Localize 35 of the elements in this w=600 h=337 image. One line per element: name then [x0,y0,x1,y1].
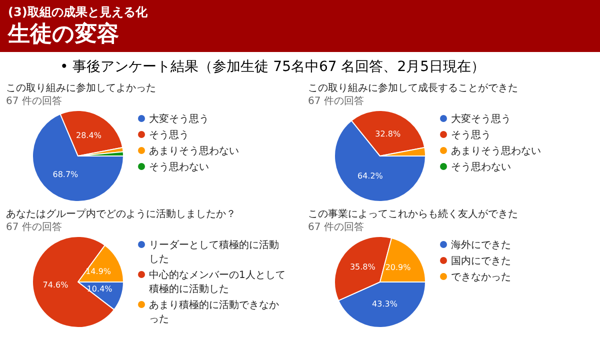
data-label: 43.3% [372,299,398,308]
data-label: 35.8% [350,262,376,272]
legend-label: そう思わない [149,161,209,174]
text: 生徒の変容 [8,21,120,49]
legend-label: あまりそう思わない [149,145,239,158]
chart-title: あなたはグループ内でどのように活動しましたか？ [6,208,237,221]
data-label: 20.9% [385,263,412,272]
legend-label: あまり積極的に活動できなかった [149,298,280,326]
legend-label: 大変そう思う [149,112,209,126]
legend-label: 中心的なメンバーの1人として積極的に活動した [149,268,286,296]
chart-title: この事業によってこれからも続く友人ができた [308,208,519,221]
chart-subtitle: 67 件の回答 [6,221,63,234]
legend-label: そう思う [451,129,491,142]
data-label: 10.4% [86,284,113,294]
chart-subtitle: 67 件の回答 [6,95,63,108]
legend-label: 大変そう思う [451,112,511,126]
data-label: 32.8% [375,130,401,139]
data-label: 64.2% [357,172,384,181]
text: (3)取組の成果と見える化 [8,4,148,21]
data-label: 74.6% [42,280,69,290]
legend-label: 海外にできた [451,239,511,252]
legend-label: そう思う [149,129,189,142]
chart-title: この取り組みに参加して成長することができた [308,82,519,95]
chart-title: この取り組みに参加してよかった [6,82,157,95]
legend-label: あまりそう思わない [451,145,541,158]
legend-label: リーダーとして積極的に活動した [149,238,280,266]
text: • 事後アンケート結果（参加生徒 75名中67 名回答、2月5日現在） [59,58,486,76]
data-label: 28.4% [76,131,102,140]
legend-label: 国内にできた [451,254,511,268]
data-label: 68.7% [52,170,79,180]
chart-subtitle: 67 件の回答 [308,95,365,108]
legend-label: そう思わない [451,161,511,174]
data-label: 14.9% [86,266,112,276]
chart-subtitle: 67 件の回答 [308,221,365,234]
legend-label: できなかった [451,271,511,284]
